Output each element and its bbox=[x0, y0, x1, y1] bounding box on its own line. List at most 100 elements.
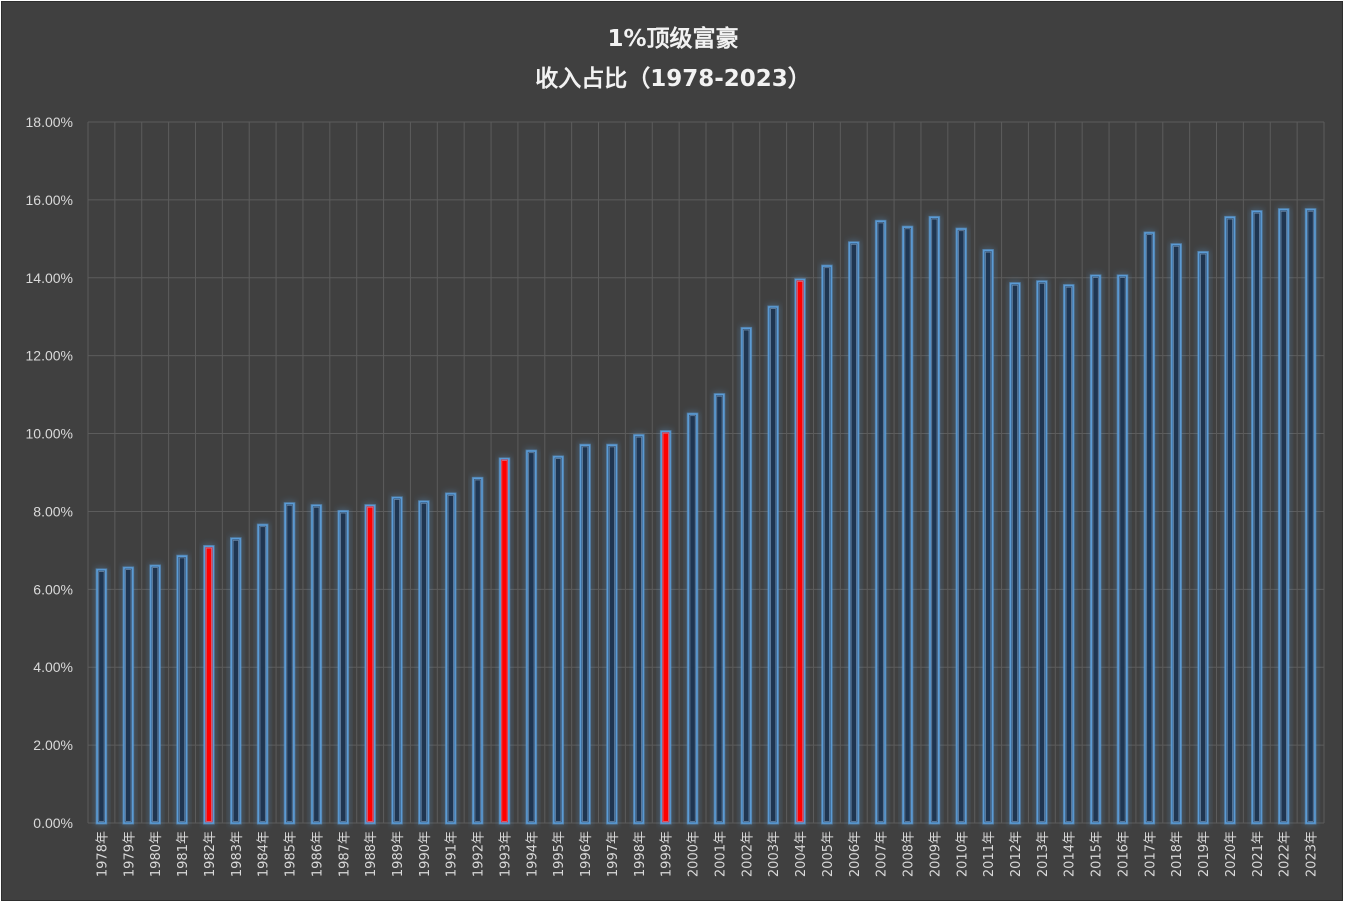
bar-rect bbox=[606, 444, 618, 824]
bar-rect bbox=[1117, 275, 1128, 824]
bar bbox=[176, 554, 188, 825]
bar-inner-edge bbox=[1011, 284, 1019, 822]
bar bbox=[606, 443, 618, 825]
x-tick-label: 2011年 bbox=[982, 831, 997, 877]
bar-inner-edge bbox=[1119, 277, 1126, 822]
bar-rect bbox=[445, 493, 456, 824]
x-axis-ticks: 1978年 1979年 1980年 1981年 1982年 1983年 1984年 1985年… bbox=[95, 831, 1319, 877]
bar-rect bbox=[794, 278, 806, 824]
bar-rect bbox=[338, 510, 349, 824]
bar-rect bbox=[633, 434, 644, 824]
x-tick-label: 1988年 bbox=[364, 831, 379, 877]
x-tick-label: 1978年 bbox=[95, 831, 110, 877]
x-tick-label: 1979年 bbox=[122, 831, 137, 877]
bar bbox=[1251, 210, 1263, 825]
bar-inner-edge bbox=[232, 539, 239, 822]
x-tick-label: 2003年 bbox=[767, 831, 782, 877]
bar-inner-edge bbox=[1092, 277, 1099, 822]
bar-rect bbox=[1197, 251, 1209, 824]
bar bbox=[391, 496, 403, 825]
bar-inner-edge bbox=[340, 512, 347, 822]
bar-inner-edge bbox=[743, 329, 750, 822]
y-tick-label: 16.00% bbox=[26, 192, 73, 208]
bar-rect bbox=[1171, 243, 1182, 824]
bar-rect bbox=[1224, 216, 1236, 824]
x-tick-label: 2010年 bbox=[955, 831, 970, 877]
bar-rect bbox=[1305, 208, 1316, 824]
bar bbox=[633, 434, 645, 825]
bar-inner-edge bbox=[152, 567, 159, 822]
bar-inner-edge bbox=[1199, 253, 1207, 822]
y-tick-label: 18.00% bbox=[26, 114, 73, 130]
bar-rect bbox=[660, 430, 671, 824]
x-tick-label: 2009年 bbox=[928, 831, 943, 877]
x-tick-label: 1989年 bbox=[391, 831, 406, 877]
y-tick-label: 10.00% bbox=[26, 426, 73, 442]
x-tick-label: 2017年 bbox=[1143, 831, 1158, 877]
bar-inner-edge bbox=[259, 526, 266, 822]
bar bbox=[1009, 282, 1021, 825]
y-tick-label: 0.00% bbox=[33, 815, 73, 831]
bar-rect bbox=[150, 565, 161, 824]
bar-inner-edge bbox=[1253, 212, 1260, 822]
x-tick-label: 1987年 bbox=[337, 831, 352, 877]
bar-inner-edge bbox=[1038, 282, 1045, 822]
bar bbox=[686, 412, 699, 825]
bar bbox=[1197, 250, 1209, 825]
bar-rect bbox=[875, 220, 886, 824]
bar-inner-edge bbox=[313, 506, 320, 822]
bar-inner-edge bbox=[850, 243, 857, 822]
x-tick-label: 2005年 bbox=[821, 831, 836, 877]
x-tick-label: 1986年 bbox=[310, 831, 325, 877]
bar-inner-edge bbox=[1307, 210, 1314, 822]
x-tick-label: 1991年 bbox=[445, 831, 460, 877]
bar-rect bbox=[821, 265, 833, 824]
bar-rect bbox=[983, 249, 994, 824]
bar-rect bbox=[1009, 282, 1021, 824]
x-tick-label: 1995年 bbox=[552, 831, 567, 877]
y-axis-ticks: 0.00% 2.00% 4.00% 6.00% 8.00% 10.00% 12.00% 14.… bbox=[26, 114, 73, 831]
bar bbox=[955, 227, 968, 825]
bar-inner-edge bbox=[985, 251, 992, 822]
bar-inner-edge bbox=[581, 446, 589, 822]
bar bbox=[444, 492, 457, 825]
x-tick-label: 2000年 bbox=[687, 831, 702, 877]
bar bbox=[310, 504, 323, 825]
bar-rect bbox=[1090, 275, 1101, 824]
bar bbox=[418, 500, 430, 825]
bar bbox=[1277, 208, 1290, 825]
bar-inner-edge bbox=[205, 547, 213, 822]
x-tick-label: 2020年 bbox=[1224, 831, 1239, 877]
bar bbox=[552, 455, 565, 825]
x-tick-label: 2013年 bbox=[1036, 831, 1051, 877]
bar-inner-edge bbox=[1226, 218, 1234, 822]
x-tick-label: 2023年 bbox=[1305, 831, 1320, 877]
bar bbox=[713, 393, 726, 825]
bar-inner-edge bbox=[367, 506, 374, 822]
chart-title-line-1: 1%顶级富豪 bbox=[607, 25, 738, 52]
x-tick-label: 1980年 bbox=[149, 831, 164, 877]
y-tick-label: 8.00% bbox=[33, 503, 73, 519]
bar-rect bbox=[230, 537, 241, 824]
bar-inner-edge bbox=[178, 557, 186, 822]
x-tick-label: 1990年 bbox=[418, 831, 433, 877]
bar-rect bbox=[176, 555, 188, 824]
bar-rect bbox=[526, 450, 537, 824]
x-tick-label: 2016年 bbox=[1116, 831, 1131, 877]
bar-rect bbox=[257, 524, 268, 824]
x-tick-label: 1982年 bbox=[203, 831, 218, 877]
bar bbox=[229, 537, 242, 825]
bar bbox=[256, 523, 269, 825]
x-tick-label: 2015年 bbox=[1090, 831, 1105, 877]
x-tick-label: 1994年 bbox=[525, 831, 540, 877]
bar-inner-edge bbox=[635, 436, 642, 822]
bar-rect bbox=[284, 502, 295, 824]
bar bbox=[525, 449, 538, 825]
bar-inner-edge bbox=[393, 499, 401, 822]
bar-inner-edge bbox=[1146, 234, 1153, 822]
x-tick-label: 2001年 bbox=[713, 831, 728, 877]
x-tick-label: 1984年 bbox=[257, 831, 272, 877]
x-tick-label: 2022年 bbox=[1278, 831, 1293, 877]
